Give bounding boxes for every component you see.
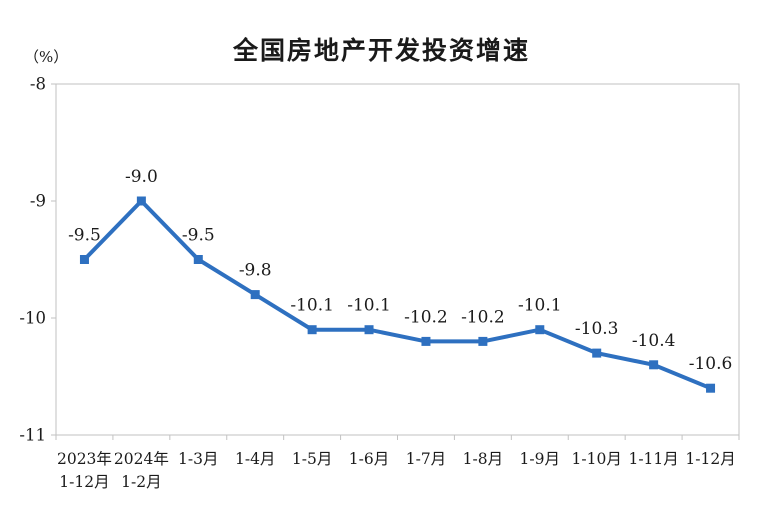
data-point-marker xyxy=(421,336,431,346)
data-point-label: -10.1 xyxy=(347,296,391,316)
data-point-label: -10.6 xyxy=(689,354,733,374)
data-point-marker xyxy=(193,255,203,264)
x-axis-label: 1-3月 xyxy=(178,450,218,468)
x-axis-label: 1-8月 xyxy=(463,450,503,468)
data-point-label: -10.3 xyxy=(575,319,619,339)
data-point-marker xyxy=(364,325,374,335)
x-axis-label: 1-5月 xyxy=(292,450,332,468)
chart-title: 全国房地产开发投资增速 xyxy=(232,37,530,65)
data-point-label: -10.4 xyxy=(632,331,676,351)
data-point-label: -10.1 xyxy=(518,296,562,316)
data-point-label: -10.1 xyxy=(290,296,334,316)
data-point-marker xyxy=(250,290,260,300)
data-point-marker xyxy=(592,348,602,358)
x-axis-label: 1-6月 xyxy=(349,450,389,468)
data-point-marker xyxy=(706,383,716,393)
data-point-label: -9.0 xyxy=(125,167,158,187)
x-axis-label: 1-7月 xyxy=(406,450,446,468)
data-point-marker xyxy=(649,360,659,370)
x-axis-label: 2023年 xyxy=(57,450,112,468)
data-point-label: -9.5 xyxy=(182,226,215,246)
data-point-marker xyxy=(478,336,488,346)
data-point-marker xyxy=(307,325,317,335)
x-axis-label: 1-11月 xyxy=(628,450,678,468)
y-axis-label: -8 xyxy=(30,75,46,94)
x-axis-label: 1-12月 xyxy=(59,473,109,491)
data-point-marker xyxy=(79,255,89,264)
x-axis-label: 1-10月 xyxy=(572,450,622,468)
series-line xyxy=(83,198,712,391)
x-axis-label: 1-2月 xyxy=(121,473,161,491)
x-axis-label: 1-9月 xyxy=(520,450,560,468)
x-axis-label: 2024年 xyxy=(114,450,169,468)
plot-border xyxy=(55,83,740,436)
y-axis-unit-label: （%） xyxy=(24,48,69,66)
y-axis-label: -10 xyxy=(19,309,46,328)
data-point-label: -10.2 xyxy=(461,307,505,327)
data-point-label: -9.5 xyxy=(68,226,101,246)
data-point-marker xyxy=(535,325,545,335)
y-axis-label: -9 xyxy=(30,192,46,211)
data-point-label: -9.8 xyxy=(239,261,272,281)
x-axis-label: 1-4月 xyxy=(235,450,275,468)
y-axis-label: -11 xyxy=(19,426,46,445)
data-point-label: -10.2 xyxy=(404,307,448,327)
x-axis-label: 1-12月 xyxy=(685,450,735,468)
data-point-marker xyxy=(136,196,146,206)
